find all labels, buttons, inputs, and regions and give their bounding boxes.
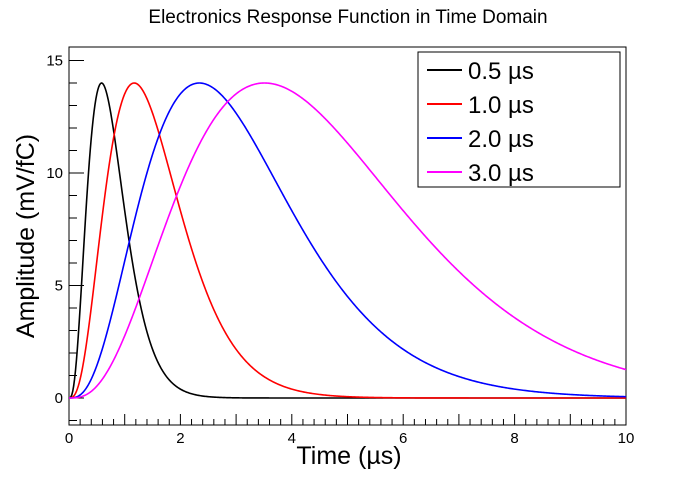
legend-label: 2.0 µs [468,126,534,153]
x-axis-title: Time (µs) [296,442,401,470]
series-line [69,82,627,399]
x-tick-label: 10 [618,430,635,447]
y-axis: 0 5 10 15 [46,53,84,421]
chart-title: Electronics Response Function in Time Do… [148,7,547,28]
y-axis-title: Amplitude (mV/fC) [12,134,40,338]
y-tick-label: 5 [55,278,63,295]
legend-label: 0.5 µs [468,58,534,85]
x-tick-label: 8 [510,430,518,447]
legend-box [417,51,621,188]
x-tick-label: 6 [399,430,407,447]
y-tick-label: 10 [46,165,63,182]
legend-label: 1.0 µs [468,92,534,119]
y-tick-label: 15 [46,53,63,70]
plot-area [68,82,627,399]
x-tick-label: 0 [65,430,73,447]
x-tick-label: 4 [288,430,296,447]
series-line [68,82,626,399]
x-tick-label: 2 [176,430,184,447]
x-axis: 0 2 4 6 8 10 [65,414,635,447]
y-tick-label: 0 [55,390,63,407]
legend-label: 3.0 µs [468,160,534,187]
legend: 0.5 µs 1.0 µs 2.0 µs 3.0 µs [417,51,621,188]
series-line [69,82,627,399]
